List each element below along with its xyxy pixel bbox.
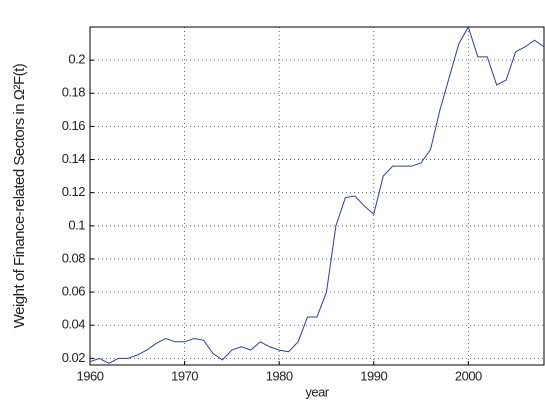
y-tick-label: 0.06 [62,284,86,299]
x-tick-label: 1970 [171,368,198,383]
data-line [89,25,545,364]
x-axis-label: year [305,384,329,399]
plot-frame [89,26,545,366]
y-tick-label: 0.12 [62,184,86,199]
y-axis-label: Weight of Finance-related Sectors in Ω²F… [11,63,28,328]
y-tick-label: 0.1 [68,217,85,232]
y-tick-label: 0.08 [62,250,86,265]
x-tick-label: 1980 [266,368,293,383]
y-tick-label: 0.18 [62,85,86,100]
y-tick-label: 0.14 [62,151,86,166]
x-tick-label: 1960 [77,368,104,383]
y-tick-label: 0.04 [62,317,86,332]
y-tick-label: 0.16 [62,118,86,133]
y-tick-label: 0.2 [68,52,85,67]
x-tick-label: 1990 [360,368,387,383]
x-tick-label: 2000 [455,368,482,383]
y-tick-label: 0.02 [62,350,86,365]
